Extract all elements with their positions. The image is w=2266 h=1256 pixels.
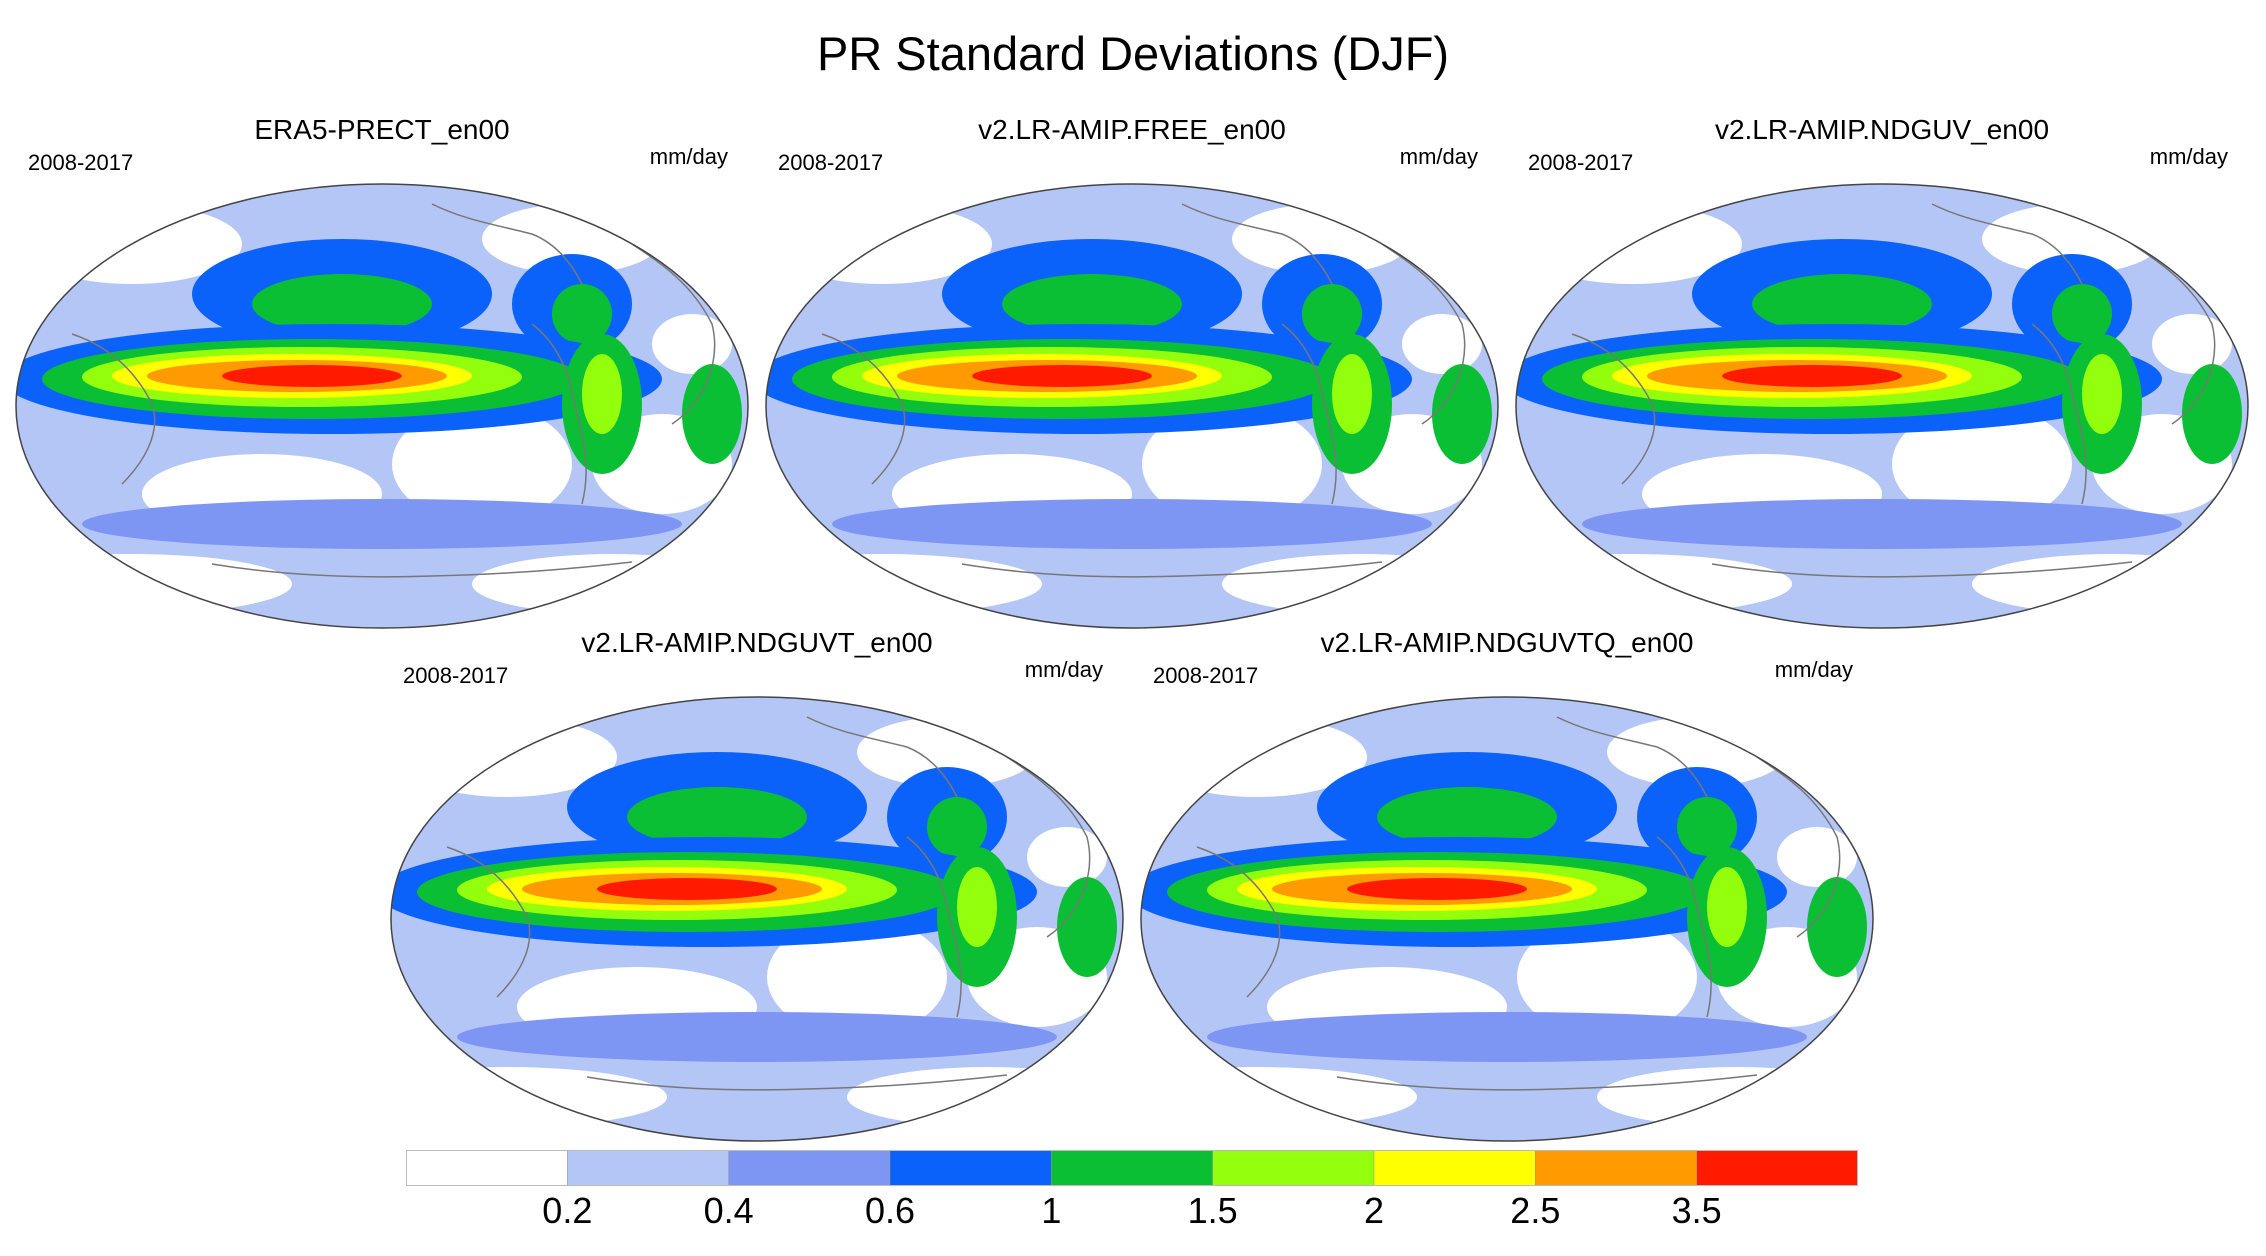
- precip-field: [1141, 697, 1873, 1141]
- colorbar: [406, 1150, 1858, 1186]
- colorbar-label: 2: [1363, 1190, 1385, 1231]
- panel-units: mm/day: [1399, 144, 1478, 169]
- map-panel-era5: ERA5-PRECT_en00 2008-2017 mm/day: [12, 114, 752, 644]
- panel-title: v2.LR-AMIP.NDGUVTQ_en00: [1320, 627, 1694, 658]
- panel-title: v2.LR-AMIP.FREE_en00: [978, 114, 1286, 145]
- panel-title: v2.LR-AMIP.NDGUV_en00: [1714, 114, 2050, 145]
- colorbar-label: 1: [1041, 1190, 1062, 1231]
- panel-years: 2008-2017: [28, 150, 134, 175]
- panel-title: v2.LR-AMIP.NDGUVT_en00: [581, 627, 933, 658]
- precip-map: [1515, 183, 2249, 629]
- precip-field: [391, 697, 1123, 1141]
- precip-map: [765, 183, 1499, 629]
- colorbar-label: 0.6: [864, 1190, 916, 1231]
- map-panel-ndguv: v2.LR-AMIP.NDGUV_en00 2008-2017 mm/day: [1512, 114, 2252, 644]
- panel-years: 2008-2017: [778, 150, 884, 175]
- panel-units: mm/day: [2149, 144, 2228, 169]
- panel-units: mm/day: [649, 144, 728, 169]
- precip-map: [390, 696, 1124, 1142]
- panel-years: 2008-2017: [1153, 663, 1259, 688]
- precip-map: [15, 183, 749, 629]
- figure-title: PR Standard Deviations (DJF): [816, 27, 1450, 80]
- panel-units: mm/day: [1774, 657, 1853, 682]
- precip-field: [766, 184, 1498, 628]
- map-panel-ndguvtq: v2.LR-AMIP.NDGUVTQ_en00 2008-2017 mm/day: [1137, 627, 1877, 1157]
- colorbar-label: 2.5: [1510, 1190, 1561, 1231]
- colorbar-label: 3.5: [1671, 1190, 1722, 1231]
- colorbar-swatch: [1051, 1150, 1213, 1186]
- precip-map: [1140, 696, 1874, 1142]
- colorbar-swatch: [1696, 1150, 1858, 1186]
- panel-title: ERA5-PRECT_en00: [254, 114, 510, 145]
- colorbar-swatch: [728, 1150, 891, 1186]
- colorbar-swatch: [1212, 1150, 1375, 1186]
- panel-years: 2008-2017: [1528, 150, 1634, 175]
- precip-field: [16, 184, 748, 628]
- colorbar-label: 1.5: [1187, 1190, 1238, 1231]
- colorbar-swatch: [1373, 1150, 1536, 1186]
- map-panel-ndguvt: v2.LR-AMIP.NDGUVT_en00 2008-2017 mm/day: [387, 627, 1127, 1157]
- colorbar-swatch: [406, 1150, 568, 1186]
- colorbar-swatch: [889, 1150, 1052, 1186]
- colorbar-label: 0.4: [703, 1190, 754, 1231]
- panel-units: mm/day: [1024, 657, 1103, 682]
- colorbar-label: 0.2: [542, 1190, 593, 1231]
- map-panel-free: v2.LR-AMIP.FREE_en00 2008-2017 mm/day: [762, 114, 1502, 644]
- panel-years: 2008-2017: [403, 663, 509, 688]
- colorbar-swatch: [1535, 1150, 1697, 1186]
- colorbar-swatch: [567, 1150, 729, 1186]
